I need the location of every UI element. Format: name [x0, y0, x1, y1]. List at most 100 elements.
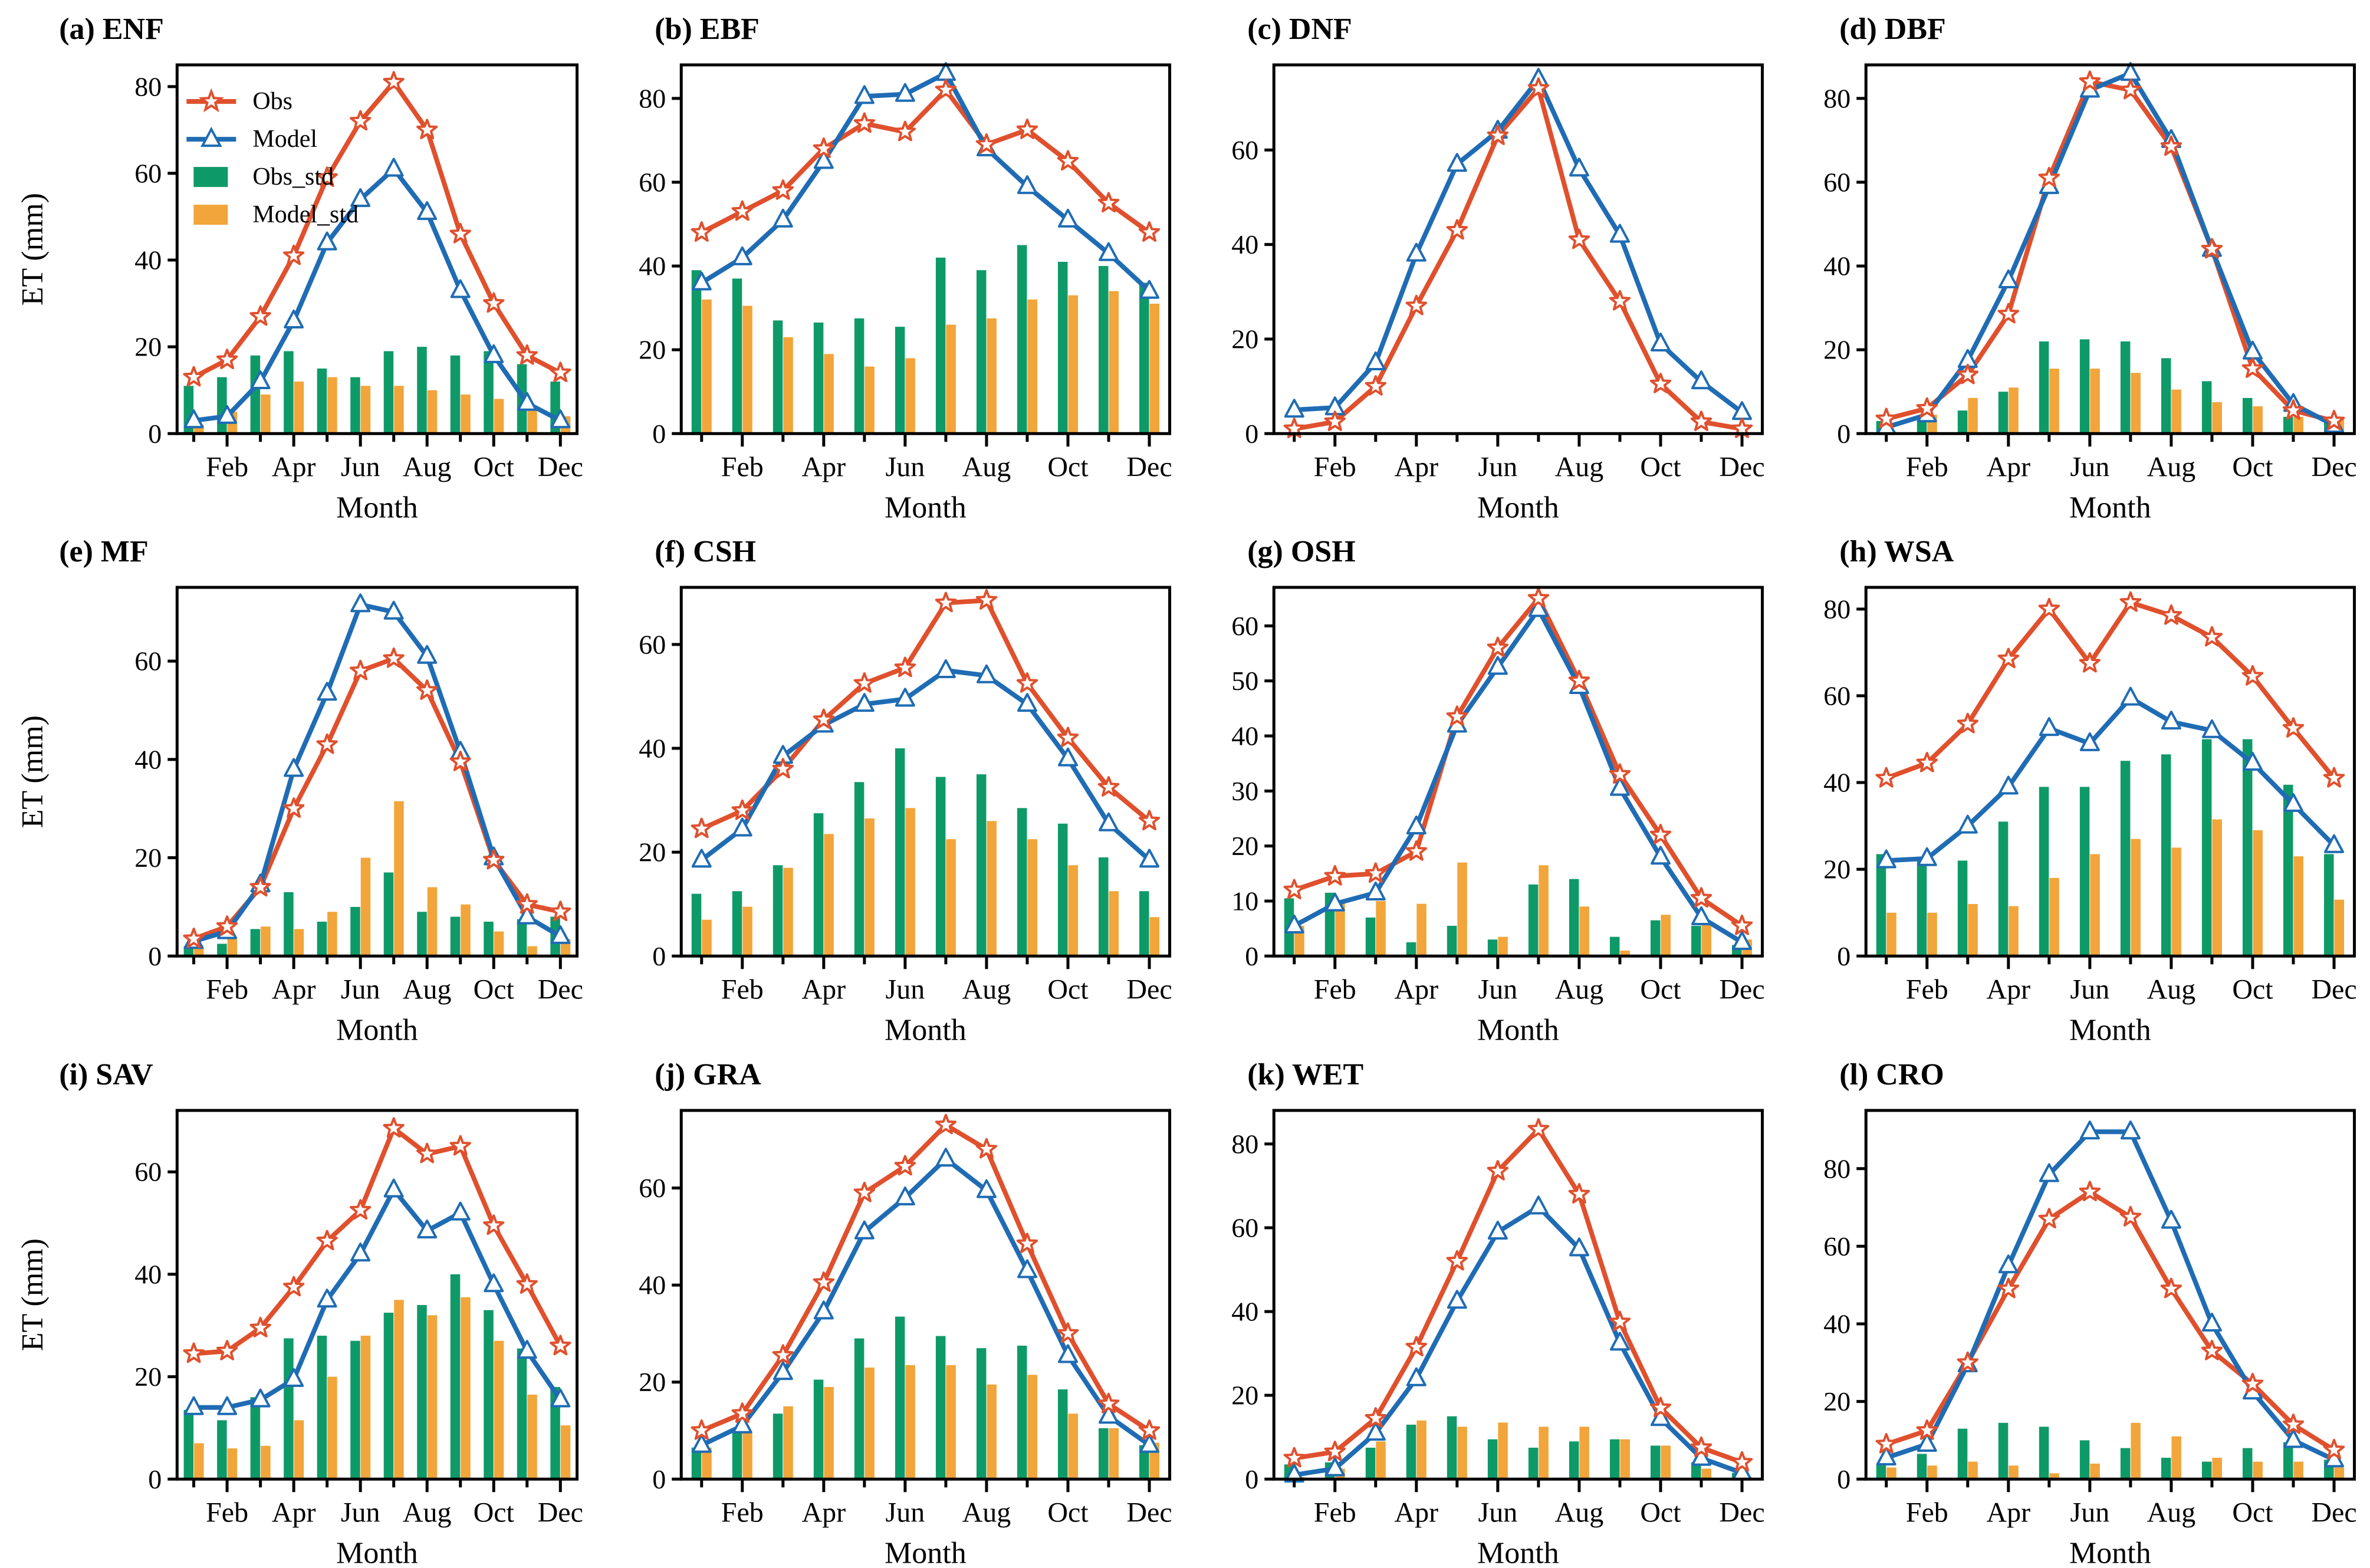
bar-model-std-EBF-Jul	[946, 324, 956, 434]
x-tick-label: Dec	[2312, 974, 2357, 1005]
bar-model-std-MF-Aug	[427, 887, 438, 956]
bar-model-std-DBF-Mar	[1968, 397, 1978, 434]
bar-obs-std-EBF-Aug	[976, 270, 987, 434]
obs-star-marker	[1916, 752, 1938, 773]
model-triangle-marker	[417, 645, 438, 665]
bar-obs-std-WET-May	[1447, 1416, 1457, 1479]
bar-obs-std-OSH-Mar	[1365, 918, 1375, 956]
bar-model-std-ENF-Aug	[427, 390, 438, 434]
x-tick-label: Dec	[538, 1497, 583, 1528]
bar-model-std-WET-Jul	[1538, 1426, 1549, 1479]
bar-obs-std-EBF-May	[854, 318, 864, 434]
obs-star-marker	[2201, 626, 2223, 647]
y-tick-label: 20	[1231, 831, 1258, 861]
bar-obs-std-DBF-Oct	[2243, 397, 2253, 434]
panel-chart-EBF: (b) EBF 0 20 40 60 80 Feb Apr Jun Aug Oct Dec Month	[639, 12, 1172, 522]
obs-star-marker	[1527, 1117, 1549, 1139]
bar-obs-std-MF-Feb	[217, 944, 227, 956]
model-triangle-marker	[976, 1179, 997, 1198]
bar-model-std-WET-Apr	[1416, 1420, 1426, 1479]
y-tick-label: 0	[1245, 419, 1258, 449]
bar-model-std-DBF-May	[2049, 369, 2060, 434]
x-tick-label: Aug	[2147, 451, 2196, 482]
y-tick-label: 0	[148, 941, 162, 971]
bar-model-std-SAV-Nov	[527, 1394, 537, 1479]
bar-model-std-SAV-Jan	[194, 1443, 204, 1479]
model-triangle-marker	[732, 246, 752, 265]
x-tick-label: Apr	[272, 451, 316, 482]
bar-model-std-GRA-Jan	[702, 1447, 712, 1479]
x-tick-label: Apr	[1987, 974, 2031, 1005]
obs-star-marker	[1568, 1182, 1590, 1204]
bar-obs-std-GRA-Nov	[1098, 1428, 1109, 1479]
bar-obs-std-WET-Mar	[1365, 1447, 1375, 1479]
bar-obs-std-EBF-Jan	[691, 270, 702, 434]
obs-line-WET	[1291, 1126, 1744, 1465]
bar-model-std-GRA-Oct	[1068, 1413, 1078, 1479]
bar-model-std-EBF-May	[864, 366, 875, 434]
obs-star-marker	[1731, 1451, 1753, 1472]
bar-obs-std-DBF-Apr	[1998, 392, 2009, 434]
model-triangle-marker	[1958, 814, 1978, 834]
model-triangle-marker	[2080, 1120, 2101, 1139]
obs-star-marker	[316, 166, 338, 188]
y-tick-label: 40	[639, 251, 666, 281]
x-axis-label: Month	[336, 1536, 418, 1568]
bar-model-std-CSH-Feb	[742, 906, 752, 956]
axes-frame	[679, 1109, 1171, 1481]
x-axis-label: Month	[1477, 491, 1559, 522]
axes-frame	[679, 586, 1171, 958]
obs-star-marker	[1097, 776, 1119, 797]
bar-obs-std-GRA-Jan	[691, 1447, 702, 1479]
bar-obs-std-WSA-Oct	[2243, 739, 2253, 956]
model-triangle-marker	[773, 208, 793, 228]
bar-obs-std-DBF-Aug	[2161, 358, 2171, 434]
model-triangle-marker	[2039, 717, 2060, 737]
obs-star-marker	[853, 112, 875, 133]
bar-model-std-ENF-Sep	[461, 395, 471, 434]
bar-obs-std-EBF-Apr	[813, 323, 824, 434]
bar-obs-std-GRA-Sep	[1017, 1345, 1027, 1479]
bar-model-std-CRO-Aug	[2171, 1436, 2182, 1479]
x-axis-label: Month	[885, 1014, 967, 1046]
obs-star-marker	[216, 349, 238, 370]
obs-star-marker	[282, 244, 305, 265]
y-tick-label: 20	[134, 332, 162, 362]
bar-model-std-EBF-Dec	[1149, 303, 1159, 434]
bar-model-std-CSH-Nov	[1109, 891, 1119, 956]
x-tick-label: Aug	[962, 1497, 1011, 1528]
obs-star-marker	[691, 1419, 712, 1440]
x-tick-label: Feb	[721, 1497, 764, 1528]
bar-model-std-CRO-May	[2049, 1473, 2060, 1479]
bar-obs-std-CSH-Dec	[1139, 891, 1149, 956]
bar-obs-std-GRA-Jul	[935, 1336, 946, 1479]
obs-star-marker	[1997, 647, 2020, 669]
y-tick-label: 60	[639, 630, 666, 660]
bar-obs-std-WET-Oct	[1650, 1445, 1660, 1479]
bar-obs-std-WSA-Dec	[2324, 854, 2334, 956]
model-triangle-marker	[1691, 1447, 1711, 1466]
model-triangle-marker	[976, 665, 997, 684]
model-triangle-marker	[1876, 849, 1897, 869]
bar-model-std-ENF-Nov	[527, 407, 537, 434]
bar-obs-std-OSH-May	[1447, 926, 1457, 956]
bar-obs-std-MF-Jun	[350, 907, 360, 956]
model-triangle-marker	[1487, 656, 1508, 675]
x-tick-label: Feb	[1906, 451, 1948, 482]
obs-star-marker	[483, 292, 505, 313]
bar-model-std-SAV-Aug	[427, 1315, 438, 1479]
bar-obs-std-CRO-Feb	[1917, 1454, 1927, 1479]
x-tick-label: Oct	[2233, 1497, 2274, 1528]
bar-obs-std-OSH-Oct	[1650, 920, 1660, 956]
panel-chart-DNF: (c) DNF 0 20 40 60 Feb Apr Jun Aug Oct Dec Month	[1231, 12, 1764, 522]
bar-model-std-OSH-Apr	[1416, 903, 1426, 956]
model-triangle-marker	[1284, 915, 1304, 934]
bar-model-std-SAV-May	[327, 1376, 337, 1479]
y-tick-label: 10	[1231, 886, 1258, 916]
bar-model-std-EBF-Jun	[905, 358, 915, 434]
obs-star-marker	[183, 928, 205, 949]
bar-obs-std-EBF-Jun	[895, 327, 905, 434]
model-triangle-marker	[450, 1201, 471, 1221]
y-tick-label: 0	[1837, 941, 1850, 971]
obs-star-marker	[1875, 767, 1898, 788]
